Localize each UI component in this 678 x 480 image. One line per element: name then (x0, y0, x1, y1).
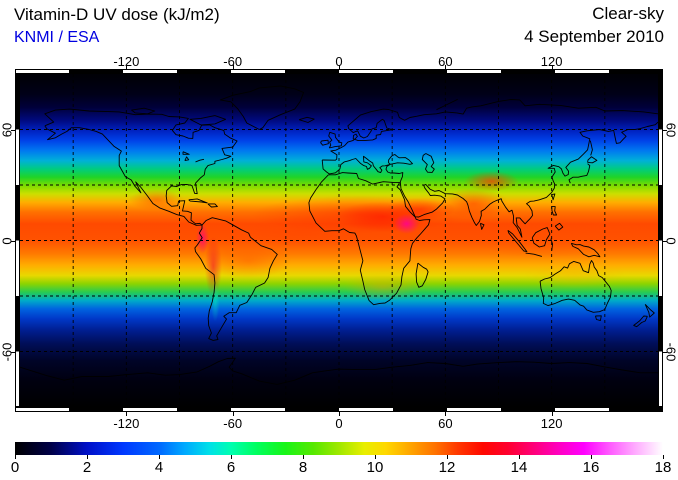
colorbar-tick-mark (87, 455, 88, 459)
colorbar-tick-mark (159, 455, 160, 459)
coastline-path (568, 163, 591, 184)
coastline-path (507, 229, 528, 253)
colorbar-tick-label: 12 (438, 459, 456, 476)
map-interior (20, 74, 658, 407)
colorbar-tick-label: 18 (654, 459, 672, 476)
coastline-path (594, 315, 602, 322)
lat-tick-mark-left (11, 351, 15, 353)
colorbar-tick-label: 8 (298, 459, 308, 476)
graticule-gridlines (20, 74, 658, 407)
coastline-path (328, 131, 343, 149)
colorbar (15, 442, 663, 455)
lon-tick-label-top: 120 (540, 54, 563, 69)
coastline-path (195, 158, 205, 163)
coastlines (20, 85, 658, 385)
lon-tick-label-top: -120 (113, 54, 140, 69)
coastline-path (531, 227, 551, 248)
world-uv-map (15, 69, 663, 412)
coastline-path (421, 153, 435, 173)
colorbar-tick-label: 6 (226, 459, 236, 476)
coastline-path (551, 206, 558, 216)
coastline-path (321, 121, 658, 238)
coastline-path (194, 217, 278, 341)
lat-tick-mark-right (663, 240, 667, 242)
coastline-path (189, 115, 227, 126)
coastline-path (219, 85, 305, 130)
map-frame-bottom (15, 407, 663, 412)
map-overlay-svg (20, 74, 658, 407)
coastline-path (184, 156, 190, 162)
lon-tick-label-bottom: 120 (540, 416, 563, 431)
coastline-path (20, 357, 658, 385)
coastline-path (322, 99, 658, 161)
colorbar-tick-mark (375, 455, 376, 459)
colorbar-tick-label: 10 (366, 459, 384, 476)
colorbar-tick-mark (519, 455, 520, 459)
colorbar-tick-mark (663, 455, 664, 459)
coastline-path (644, 303, 655, 318)
coastline-path (207, 203, 218, 208)
map-frame-top (15, 69, 663, 74)
coastline-path (131, 107, 156, 115)
chart-title: Vitamin-D UV dose (kJ/m2) (14, 5, 220, 24)
coastline-path (587, 156, 598, 164)
colorbar-tick-mark (303, 455, 304, 459)
map-frame-left (15, 74, 20, 407)
lon-tick-label-bottom: 0 (335, 416, 343, 431)
lat-tick-mark-right (663, 351, 667, 353)
coastline-path (479, 222, 485, 230)
lon-tick-mark-top (445, 65, 447, 69)
colorbar-tick-label: 0 (10, 459, 20, 476)
colorbar-tick-label: 2 (82, 459, 92, 476)
coastline-path (525, 252, 543, 257)
lon-tick-label-top: 60 (438, 54, 453, 69)
lon-tick-label-bottom: -120 (113, 416, 140, 431)
coastline-path (415, 262, 429, 288)
lat-tick-mark-left (11, 240, 15, 242)
colorbar-tick-mark (231, 455, 232, 459)
coastline-path (539, 260, 612, 313)
date-label: 4 September 2010 (524, 27, 664, 46)
coastline-path (436, 98, 458, 111)
coastline-path (554, 222, 564, 231)
lon-tick-label-top: 0 (335, 54, 343, 69)
map-frame-right (658, 74, 663, 407)
coastline-path (570, 242, 601, 258)
lon-tick-label-top: -60 (223, 54, 243, 69)
lon-tick-mark-top (551, 65, 553, 69)
lon-tick-mark-bottom (445, 412, 447, 416)
colorbar-tick-mark (447, 455, 448, 459)
coastline-path (633, 315, 648, 328)
coastline-path (589, 140, 593, 156)
coastline-path (298, 116, 315, 123)
colorbar-tick-mark (591, 455, 592, 459)
lon-tick-mark-top (339, 65, 340, 69)
lon-tick-label-bottom: 60 (438, 416, 453, 431)
coastline-path (320, 139, 329, 146)
coastline-path (550, 238, 554, 251)
lon-tick-mark-bottom (339, 412, 340, 416)
coastline-path (188, 198, 208, 204)
lon-tick-mark-bottom (551, 412, 553, 416)
lon-tick-mark-top (126, 65, 128, 69)
colorbar-tick-label: 4 (154, 459, 164, 476)
colorbar-tick-label: 16 (582, 459, 600, 476)
data-source-label: KNMI / ESA (14, 29, 100, 46)
coastline-path (551, 193, 556, 201)
coastline-path (182, 151, 190, 155)
lon-tick-label-bottom: -60 (223, 416, 243, 431)
coastline-path (308, 172, 431, 306)
lat-tick-mark-left (11, 129, 15, 131)
coastline-path (44, 108, 238, 226)
sky-condition-label: Clear-sky (592, 4, 664, 23)
lon-tick-mark-top (232, 65, 234, 69)
colorbar-tick-mark (15, 455, 16, 459)
lon-tick-mark-bottom (232, 412, 234, 416)
lon-tick-mark-bottom (126, 412, 128, 416)
lat-tick-mark-right (663, 129, 667, 131)
colorbar-tick-label: 14 (510, 459, 528, 476)
